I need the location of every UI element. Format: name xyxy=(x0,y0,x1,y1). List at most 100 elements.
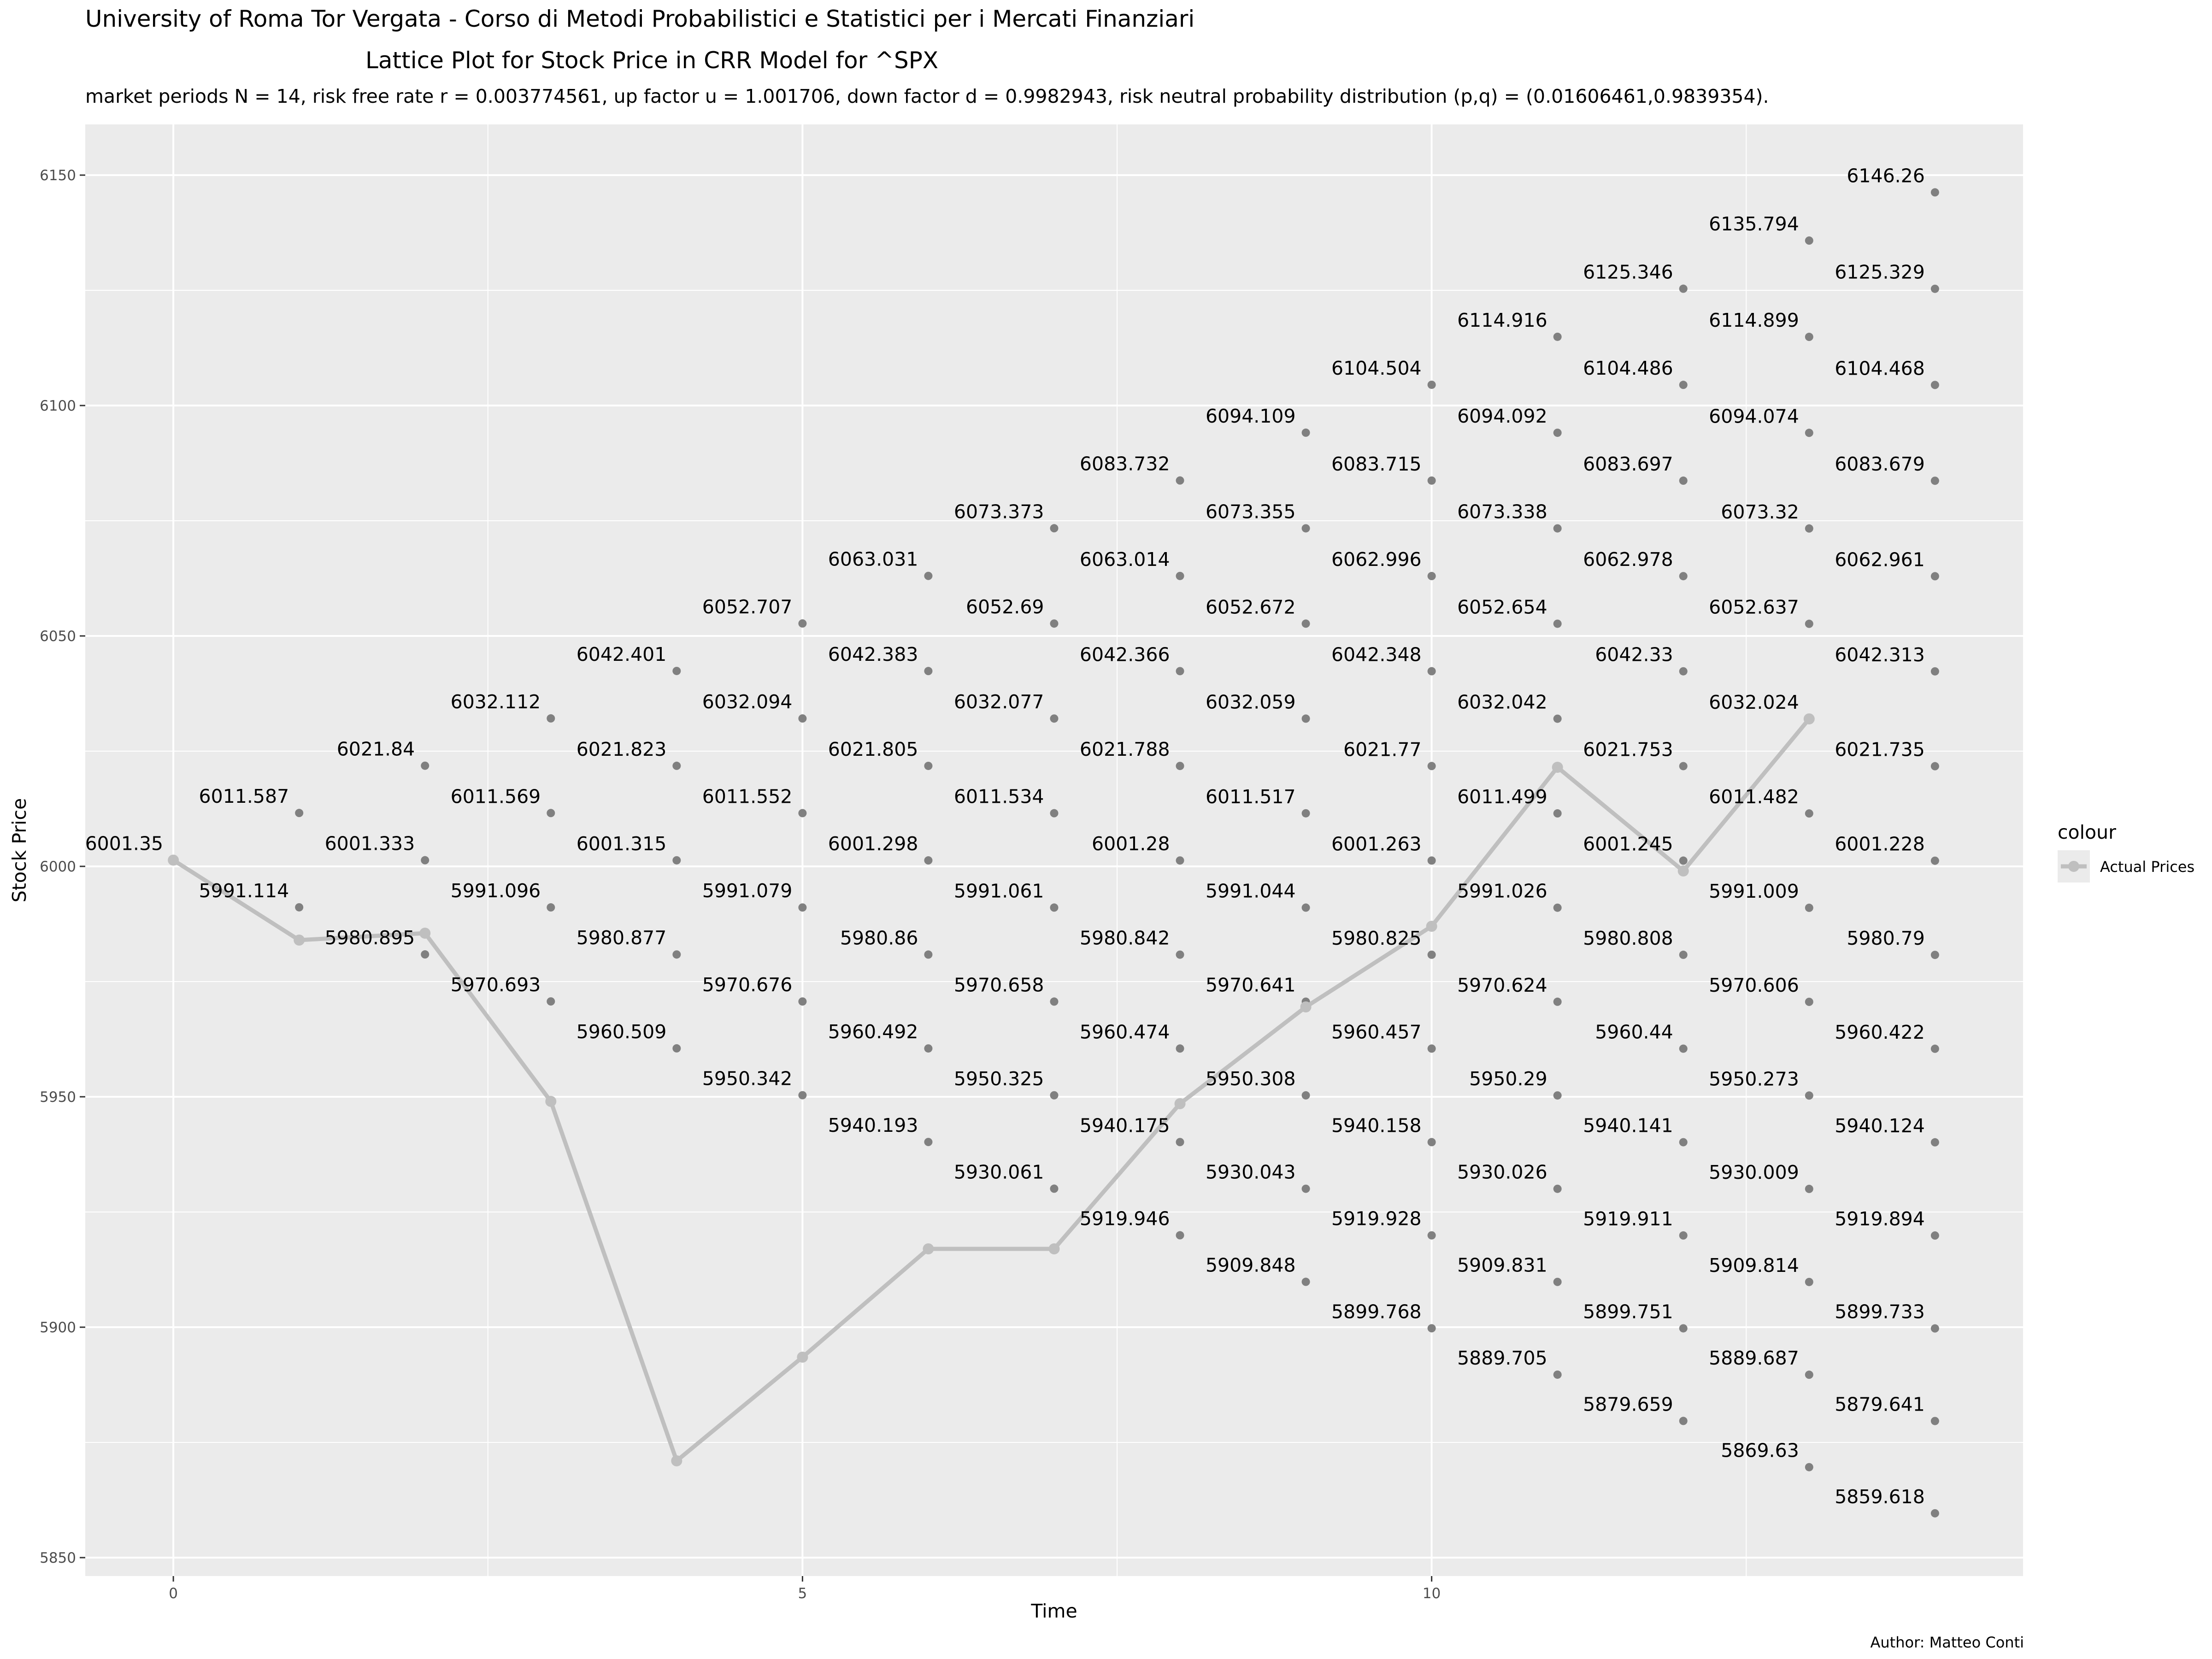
lattice-node-point xyxy=(1427,1231,1436,1240)
lattice-node-label: 5909.814 xyxy=(1709,1254,1799,1277)
lattice-node-point xyxy=(1553,1184,1562,1193)
y-axis: 5850 5900 5950 6000 6050 6100 6150 xyxy=(40,167,85,1566)
lattice-node-point xyxy=(1930,284,1939,293)
x-axis: 0 5 10 xyxy=(169,1576,1441,1602)
lattice-node-point xyxy=(1679,381,1688,389)
y-tick-label: 6050 xyxy=(40,628,76,645)
lattice-node-point xyxy=(1176,476,1184,485)
lattice-node-point xyxy=(547,809,555,818)
lattice-node-point xyxy=(1679,1231,1688,1240)
lattice-node-label: 5859.618 xyxy=(1835,1486,1925,1508)
lattice-node-point xyxy=(1930,762,1939,771)
lattice-node-label: 6104.504 xyxy=(1331,357,1422,379)
actual-prices-line xyxy=(172,718,1811,1463)
lattice-node-point xyxy=(1427,1138,1436,1147)
lattice-node-label: 6042.366 xyxy=(1080,643,1170,665)
lattice-node-label: 5991.009 xyxy=(1709,880,1799,902)
lattice-node-point xyxy=(1930,1044,1939,1053)
lattice-node-label: 5960.44 xyxy=(1595,1021,1673,1043)
lattice-node-point xyxy=(547,903,555,912)
actual-price-point xyxy=(419,928,431,939)
lattice-node-point xyxy=(1805,429,1813,437)
legend-title: colour xyxy=(2058,821,2116,843)
actual-price-point xyxy=(1803,713,1815,724)
chart-title: University of Roma Tor Vergata - Corso d… xyxy=(85,6,1195,32)
lattice-node-label: 5991.096 xyxy=(451,880,541,902)
lattice-node-label: 5970.606 xyxy=(1709,974,1799,996)
lattice-node-label: 5940.141 xyxy=(1583,1115,1673,1137)
lattice-node-point xyxy=(798,997,807,1006)
lattice-node-label: 6042.383 xyxy=(828,643,918,665)
lattice-node-point xyxy=(1427,380,1436,389)
x-tick-label: 5 xyxy=(798,1585,807,1602)
lattice-node-label: 5950.273 xyxy=(1709,1068,1799,1090)
lattice-node-label: 6063.014 xyxy=(1080,548,1170,571)
lattice-node-label: 6083.732 xyxy=(1080,453,1170,475)
lattice-node-label: 6052.637 xyxy=(1709,596,1799,618)
lattice-node-label: 5970.658 xyxy=(954,974,1044,996)
lattice-node-label: 5980.842 xyxy=(1080,927,1170,949)
lattice-node-point xyxy=(1553,332,1562,341)
lattice-node-point xyxy=(1176,1231,1184,1240)
lattice-node-point xyxy=(924,761,933,770)
lattice-node-label: 5991.044 xyxy=(1206,880,1296,902)
lattice-node-label: 6021.753 xyxy=(1583,738,1673,760)
lattice-node-label: 5991.079 xyxy=(702,880,793,902)
lattice-node-label: 5889.705 xyxy=(1457,1347,1547,1369)
lattice-node-point xyxy=(1679,1417,1688,1425)
lattice-node-label: 5950.308 xyxy=(1206,1068,1296,1090)
lattice-node-label: 6032.042 xyxy=(1457,691,1547,713)
lattice-node-label: 6062.978 xyxy=(1583,548,1673,571)
lattice-node-label: 5930.043 xyxy=(1206,1161,1296,1183)
y-tick-label: 5950 xyxy=(40,1089,76,1106)
lattice-node-label: 6104.468 xyxy=(1835,357,1925,379)
lattice-node-point xyxy=(1679,284,1688,293)
lattice-node-point xyxy=(1805,809,1813,818)
lattice-node-point xyxy=(1679,572,1688,581)
lattice-node-point xyxy=(547,997,555,1006)
actual-price-point xyxy=(1677,865,1689,877)
lattice-node-point xyxy=(1679,950,1688,959)
lattice-node-label: 5960.422 xyxy=(1835,1021,1925,1043)
lattice-node-point xyxy=(1679,1138,1688,1147)
lattice-node-label: 6073.338 xyxy=(1457,501,1547,523)
lattice-node-point xyxy=(1805,997,1813,1006)
lattice-node-point xyxy=(1301,714,1310,723)
lattice-node-label: 6104.486 xyxy=(1583,357,1673,379)
lattice-node-point xyxy=(1427,950,1436,959)
lattice-node-point xyxy=(1050,619,1059,628)
lattice-node-label: 5991.061 xyxy=(954,880,1044,902)
lattice-node-point xyxy=(1930,477,1939,485)
lattice-node-label: 5930.026 xyxy=(1457,1161,1547,1183)
legend-key-point xyxy=(2068,861,2079,872)
lattice-node-point xyxy=(547,714,555,723)
lattice-node-point xyxy=(672,1044,681,1053)
lattice-node-point xyxy=(672,666,681,675)
lattice-node-label: 5960.474 xyxy=(1080,1021,1170,1043)
lattice-node-label: 6052.672 xyxy=(1206,596,1296,618)
lattice-node-point xyxy=(1176,762,1184,771)
lattice-node-label: 5940.124 xyxy=(1835,1115,1925,1137)
lattice-node-label: 6052.707 xyxy=(702,596,793,618)
lattice-node-label: 6083.679 xyxy=(1835,453,1925,475)
lattice-node-label: 6011.569 xyxy=(451,785,541,807)
lattice-node-point xyxy=(1301,1091,1310,1100)
lattice-node-label: 6114.916 xyxy=(1457,309,1547,331)
lattice-node-label: 6073.373 xyxy=(954,500,1044,523)
lattice-node-label: 5991.026 xyxy=(1457,880,1547,902)
lattice-node-label: 5950.325 xyxy=(954,1068,1044,1090)
lattice-node-label: 6021.77 xyxy=(1343,738,1422,760)
lattice-node-point xyxy=(1930,572,1939,581)
lattice-node-label: 5909.848 xyxy=(1206,1254,1296,1277)
lattice-node-label: 5970.641 xyxy=(1206,974,1296,996)
lattice-node-label: 5940.193 xyxy=(828,1114,918,1136)
x-tick-label: 0 xyxy=(169,1585,178,1602)
chart-subtitle: market periods N = 14, risk free rate r … xyxy=(85,85,1769,107)
lattice-node-label: 6032.094 xyxy=(702,691,793,713)
lattice-node-point xyxy=(421,856,429,865)
lattice-node-label: 5980.79 xyxy=(1847,927,1925,949)
lattice-node-point xyxy=(1679,477,1688,485)
lattice-node-point xyxy=(1679,762,1688,771)
lattice-node-label: 6011.534 xyxy=(954,786,1044,808)
lattice-node-point xyxy=(672,950,681,959)
